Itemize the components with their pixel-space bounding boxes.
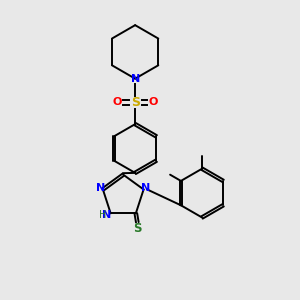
Text: O: O [149, 98, 158, 107]
Text: H: H [99, 210, 106, 220]
Text: N: N [141, 183, 151, 193]
Text: S: S [130, 96, 140, 109]
Text: N: N [96, 183, 105, 193]
Text: S: S [133, 222, 142, 235]
Text: O: O [112, 98, 122, 107]
Text: N: N [130, 74, 140, 84]
Text: N: N [103, 210, 112, 220]
